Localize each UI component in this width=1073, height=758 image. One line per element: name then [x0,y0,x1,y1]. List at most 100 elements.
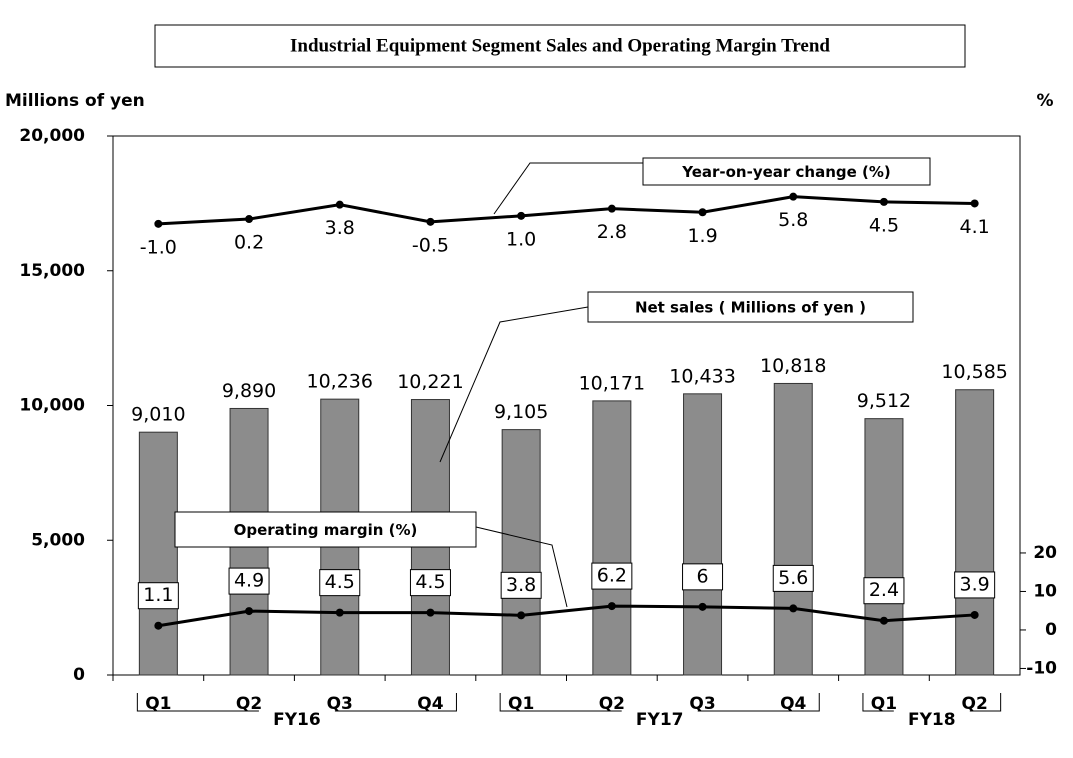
point [789,604,798,613]
point [698,602,707,611]
point [789,192,798,201]
bar-value-label: 9,105 [494,401,548,423]
point [426,608,435,617]
y2-tick-label: 10 [1033,581,1057,601]
x-tick-label: Q3 [689,694,715,714]
point-value-label: 4.9 [234,570,264,592]
value-box-frame [228,567,270,595]
x-tick-label: Q2 [599,694,625,714]
callout-leader [475,526,568,608]
point-value-label: 5.6 [778,567,808,589]
title-box [154,24,966,68]
point-value-label: 4.5 [415,571,445,593]
bar-value-label: 10,585 [941,361,1007,383]
chart-title: Industrial Equipment Segment Sales and O… [290,35,830,56]
value-box: 3.8 [500,571,542,599]
bar [773,382,813,676]
bar-value-label: 10,433 [669,365,735,387]
point [517,611,526,620]
bar-value-label: 10,221 [397,371,463,393]
bar [864,418,904,676]
point-value-label: 0.2 [234,232,264,254]
group-bracket [499,693,820,712]
value-box: 5.6 [772,564,814,592]
point-value-label: 1.9 [687,225,717,247]
point [154,219,163,228]
callout-leader [439,306,589,463]
x-tick-label: Q3 [327,694,353,714]
callout-box [587,291,914,323]
x-tick-label: Q1 [871,694,897,714]
value-box-frame [954,571,996,599]
point [698,208,707,217]
value-box: 2.4 [863,577,905,605]
point [245,607,254,616]
legend-label: Net sales ( Millions of yen ) [635,299,866,317]
y2-tick-label: -10 [1026,658,1057,678]
bar-value-label: 10,818 [760,355,826,377]
bar-value-label: 10,236 [307,371,373,393]
point-value-label: -0.5 [412,234,449,256]
legend-label: Year-on-year change (%) [681,163,891,181]
point [426,217,435,226]
group-label: FY18 [908,710,956,730]
point-value-label: 2.8 [597,221,627,243]
bar [138,431,178,676]
value-box: 6.2 [591,562,633,590]
point [335,608,344,617]
value-box: 3.9 [954,571,996,599]
bar-value-label: 10,171 [579,372,645,394]
value-box: 1.1 [137,582,179,610]
y-tick-label: 20,000 [19,126,85,146]
point-value-label: 3.9 [960,573,990,595]
value-box: 4.5 [319,569,361,597]
value-box-frame [319,569,361,597]
point-value-label: 1.1 [143,584,173,606]
value-box: 6 [682,563,724,591]
point-value-label: 2.4 [869,579,899,601]
legend-label: Operating margin (%) [234,521,418,539]
y-axis-label: Millions of yen [5,91,145,111]
point [879,616,888,625]
value-box-frame [500,571,542,599]
point-value-label: -1.0 [140,236,177,258]
y2-axis-label: % [1036,91,1053,111]
x-tick-label: Q4 [780,694,806,714]
y-tick-label: 15,000 [19,261,85,281]
value-box: 4.5 [409,569,451,597]
group-label: FY16 [273,710,321,730]
group-bracket [136,693,457,712]
callout-box [642,157,931,186]
group-label: FY17 [636,710,684,730]
value-box-frame [137,582,179,610]
value-box: 4.9 [228,567,270,595]
y2-tick-label: 0 [1045,620,1057,640]
bar-value-label: 9,512 [857,390,911,412]
point-value-label: 4.5 [869,214,899,236]
point [335,200,344,209]
bar-value-label: 9,890 [222,380,276,402]
x-tick-label: Q2 [236,694,262,714]
x-tick-label: Q4 [417,694,443,714]
value-box-frame [591,562,633,590]
bar [955,389,995,676]
y-tick-label: 5,000 [31,530,85,550]
callout-leader [493,162,643,215]
y2-tick-label: 20 [1033,543,1057,563]
point-value-label: 6.2 [597,565,627,587]
point-value-label: 4.5 [325,571,355,593]
value-box-frame [682,563,724,591]
point [154,621,163,630]
point [970,199,979,208]
point [607,602,616,611]
bar [592,400,632,676]
x-tick-label: Q1 [508,694,534,714]
line [158,195,975,226]
point [970,610,979,619]
bar-value-label: 9,010 [131,404,185,426]
bar [683,393,723,676]
bar [501,429,541,676]
value-box-frame [772,564,814,592]
x-tick-label: Q1 [145,694,171,714]
